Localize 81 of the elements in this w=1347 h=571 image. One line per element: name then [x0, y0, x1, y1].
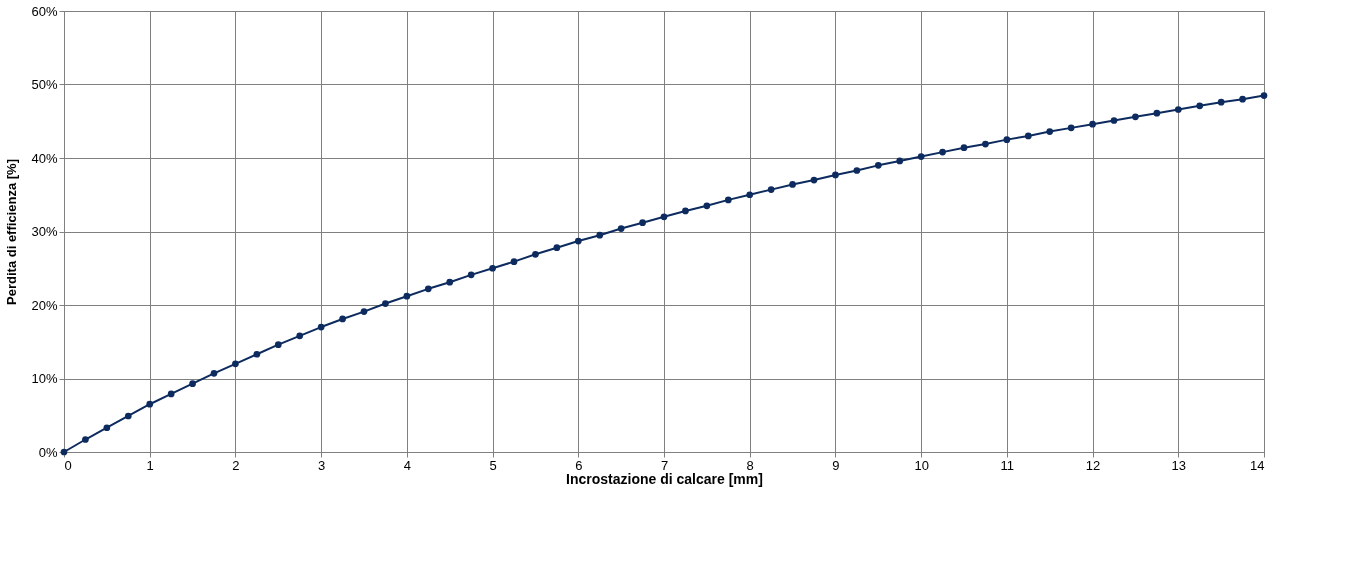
- point: [1067, 124, 1075, 132]
- y-tick-label: 30%: [31, 224, 58, 239]
- point: [1196, 102, 1204, 110]
- point: [103, 424, 111, 432]
- point: [853, 167, 861, 174]
- point: [253, 350, 261, 358]
- x-tick-label: 3: [318, 457, 326, 473]
- point: [1046, 128, 1054, 135]
- x-tick-label: 12: [1085, 457, 1101, 473]
- x-tick-label: 5: [489, 457, 497, 473]
- x-tick-label: 7: [660, 457, 669, 473]
- point: [1089, 120, 1096, 128]
- point: [1132, 113, 1139, 121]
- point: [810, 176, 818, 184]
- point: [639, 219, 646, 227]
- point: [1003, 136, 1011, 143]
- point: [896, 157, 904, 165]
- point: [789, 181, 796, 188]
- x-tick-label: 4: [403, 457, 411, 473]
- point: [1110, 117, 1118, 124]
- point: [1217, 98, 1225, 106]
- point: [660, 213, 668, 221]
- point: [832, 171, 839, 179]
- point: [210, 370, 218, 377]
- y-tick-label: 20%: [31, 297, 58, 313]
- point: [617, 225, 625, 232]
- point: [939, 148, 946, 156]
- y-tick-label: 10%: [31, 371, 58, 386]
- point: [1174, 106, 1182, 113]
- x-tick-label: 9: [832, 457, 840, 473]
- x-tick-label: 6: [575, 457, 583, 473]
- point: [960, 144, 968, 152]
- point: [360, 308, 368, 315]
- point: [553, 244, 561, 252]
- point: [574, 237, 582, 245]
- x-tick-label: 2: [232, 457, 240, 473]
- point: [917, 153, 925, 160]
- x-tick-label: 14: [1250, 457, 1265, 473]
- x-axis-title: Incrostazione di calcare [mm]: [566, 470, 763, 487]
- point: [703, 202, 711, 210]
- y-tick-label: 60%: [31, 3, 58, 19]
- point: [82, 436, 89, 443]
- point: [403, 292, 411, 300]
- point: [596, 231, 604, 239]
- x-tick-label: 10: [914, 457, 929, 473]
- point: [274, 341, 282, 349]
- point: [167, 390, 175, 398]
- point: [60, 448, 68, 456]
- point: [124, 412, 132, 420]
- point: [1260, 92, 1268, 99]
- point: [682, 207, 689, 215]
- y-tick-label: 0%: [38, 444, 58, 460]
- point: [232, 360, 239, 368]
- point: [296, 332, 304, 340]
- y-tick-label: 50%: [31, 77, 58, 92]
- point: [489, 264, 496, 272]
- point: [446, 278, 454, 286]
- y-axis-title: Perdita di efficienza [%]: [4, 159, 20, 305]
- x-tick-label: 0: [64, 457, 72, 473]
- point: [339, 315, 346, 323]
- point: [1024, 132, 1032, 140]
- point: [317, 323, 325, 331]
- x-tick-label: 1: [146, 457, 154, 473]
- point: [424, 285, 432, 293]
- point: [189, 380, 196, 387]
- point: [874, 162, 882, 169]
- point: [1153, 109, 1161, 117]
- point: [146, 400, 154, 408]
- point: [467, 271, 475, 279]
- point: [1239, 95, 1246, 103]
- point: [982, 140, 989, 148]
- point: [382, 300, 389, 307]
- point: [724, 196, 732, 204]
- y-tick-label: 40%: [31, 150, 58, 166]
- x-tick-label: 11: [1000, 457, 1015, 473]
- point: [746, 191, 754, 199]
- point: [510, 258, 518, 265]
- x-tick-label: 13: [1171, 457, 1187, 473]
- point: [767, 186, 775, 193]
- point: [532, 250, 539, 258]
- x-tick-label: 8: [746, 457, 754, 473]
